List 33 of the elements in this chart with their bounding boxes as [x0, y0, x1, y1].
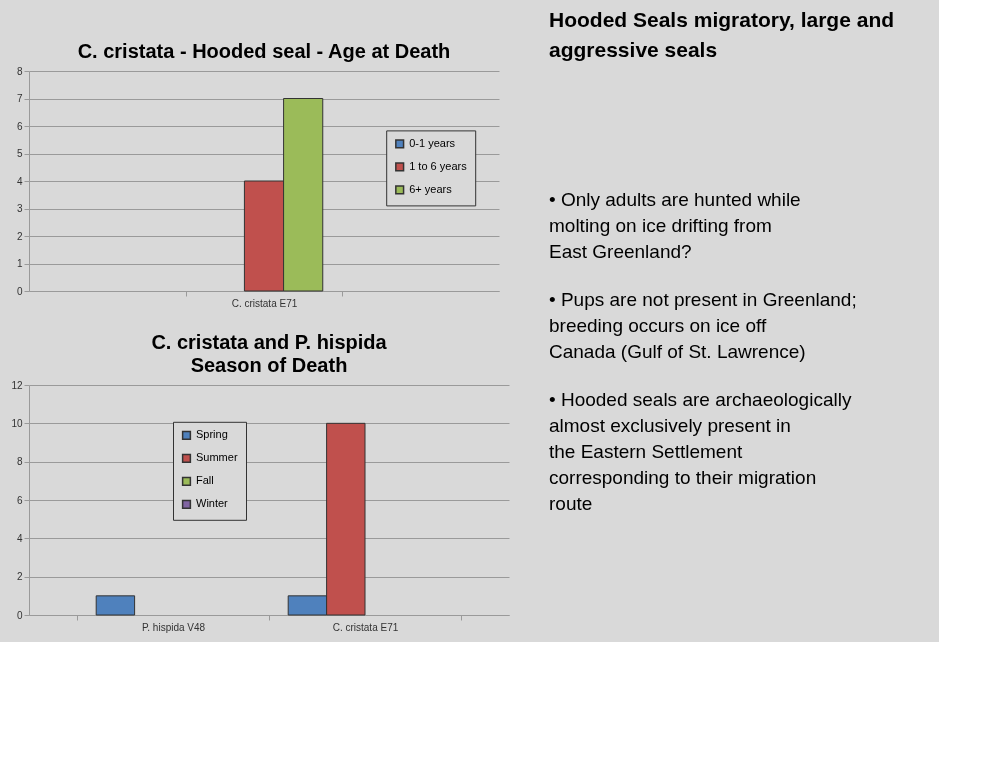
- y-tick-label: 1: [16, 258, 23, 269]
- y-tick-label: 4: [16, 532, 23, 544]
- y-tick-label: 8: [16, 65, 23, 77]
- y-tick-label: 0: [16, 285, 23, 297]
- x-tick-label: C. cristata E71: [332, 621, 399, 633]
- text: • Hooded seals are archaeologically almost exclusively present in the Eastern Settlement corresponding to their migration route: [549, 389, 852, 514]
- chart-title: C. cristata and P. hispida: [151, 331, 388, 353]
- y-tick-label: 5: [16, 148, 23, 159]
- text: Hooded Seals migratory, large and aggressive seals: [549, 8, 895, 61]
- y-tick-label: 7: [16, 93, 23, 104]
- chart-subtitle: Season of Death: [190, 354, 348, 376]
- y-tick-label: 6: [16, 494, 23, 506]
- y-tick-label: 2: [16, 571, 23, 583]
- legend-label: Summer: [196, 451, 238, 464]
- legend-label: 1 to 6 years: [409, 159, 468, 172]
- y-tick-label: 6: [16, 120, 23, 132]
- chart-title: C. cristata - Hooded seal - Age at Death: [77, 40, 451, 62]
- y-tick-label: 0: [16, 609, 23, 621]
- y-tick-label: 3: [16, 203, 23, 214]
- y-tick-label: 8: [16, 456, 23, 468]
- y-tick-label: 10: [11, 417, 23, 429]
- x-tick-label: C. cristata E71: [231, 297, 298, 309]
- text: • Only adults are hunted while molting on ice drifting from East Greenland?: [549, 189, 801, 262]
- legend-label: 0-1 years: [409, 136, 456, 149]
- legend-label: Fall: [196, 474, 214, 487]
- legend-label: 6+ years: [409, 182, 453, 195]
- legend-label: Spring: [196, 428, 228, 441]
- x-tick-label: P. hispida V48: [141, 621, 206, 633]
- y-tick-label: 12: [11, 379, 23, 391]
- text: • Pups are not present in Greenland; breeding occurs on ice off Canada (Gulf of St. Lawrence): [549, 289, 857, 362]
- y-tick-label: 4: [16, 175, 23, 187]
- legend-label: Winter: [196, 497, 229, 510]
- y-tick-label: 2: [16, 230, 23, 242]
